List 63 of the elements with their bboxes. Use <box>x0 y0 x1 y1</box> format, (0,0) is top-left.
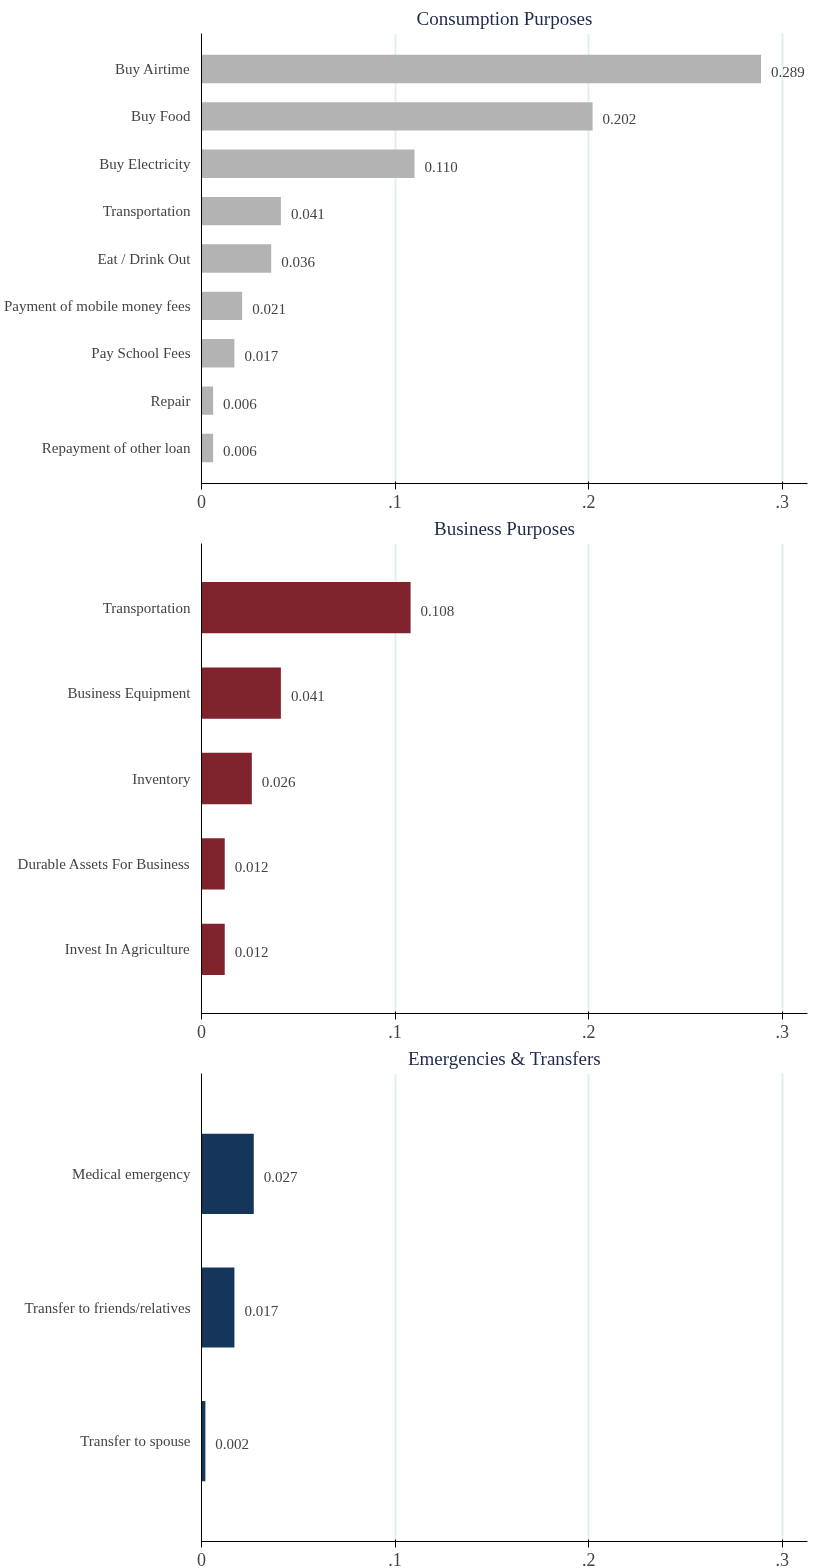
y-tick-label: Pay School Fees <box>91 345 191 362</box>
bar <box>201 54 762 84</box>
y-tick-label: Inventory <box>132 770 191 787</box>
x-tick-label: .2 <box>581 1549 596 1568</box>
data-label: 0.202 <box>602 111 637 128</box>
x-tick-label: .3 <box>775 1021 790 1042</box>
bar <box>201 433 214 463</box>
x-tick-label: .3 <box>775 491 790 512</box>
y-tick-label: Invest In Agriculture <box>64 941 191 958</box>
x-tick-label: 0 <box>197 1021 206 1042</box>
bar <box>201 291 243 321</box>
x-tick-label: 0 <box>197 491 206 512</box>
data-label: 0.110 <box>424 158 458 175</box>
bar <box>201 667 281 719</box>
y-tick-label: Buy Airtime <box>115 61 191 78</box>
data-label: 0.027 <box>263 1168 299 1185</box>
data-label: 0.108 <box>420 602 455 619</box>
bar <box>201 244 272 273</box>
chart-title: Consumption Purposes <box>416 7 593 29</box>
x-tick-label: .2 <box>581 491 596 512</box>
data-label: 0.017 <box>244 348 279 365</box>
data-label: 0.026 <box>261 773 297 790</box>
x-tick-label: 0 <box>197 1549 206 1568</box>
y-tick-label: Buy Food <box>130 108 191 125</box>
bar <box>201 838 225 890</box>
bar <box>201 923 225 976</box>
data-label: 0.036 <box>281 253 316 270</box>
y-tick-label: Payment of mobile money fees <box>3 297 191 314</box>
y-tick-label: Business Equipment <box>67 685 192 702</box>
y-tick-label: Transportation <box>102 203 191 220</box>
y-tick-label: Eat / Drink Out <box>97 250 192 267</box>
chart-title: Business Purposes <box>434 517 575 539</box>
bar <box>201 339 235 368</box>
bar <box>201 196 281 226</box>
data-label: 0.012 <box>234 858 269 875</box>
bar <box>201 149 415 178</box>
y-tick-label: Durable Assets For Business <box>17 855 190 872</box>
y-tick-label: Transportation <box>102 599 191 616</box>
data-label: 0.289 <box>771 64 805 81</box>
data-label: 0.041 <box>290 206 325 223</box>
data-label: 0.012 <box>234 944 269 961</box>
y-tick-label: Transfer to friends/relatives <box>24 1299 191 1316</box>
data-label: 0.017 <box>244 1302 279 1319</box>
data-label: 0.002 <box>215 1436 250 1453</box>
bar <box>201 386 214 415</box>
x-tick-label: .1 <box>388 1021 402 1042</box>
x-tick-label: .1 <box>388 1549 402 1568</box>
y-tick-label: Transfer to spouse <box>80 1433 191 1450</box>
chart-title: Emergencies & Transfers <box>407 1047 601 1069</box>
data-label: 0.041 <box>290 688 325 705</box>
bar <box>201 752 252 805</box>
data-label: 0.006 <box>223 395 258 412</box>
data-label: 0.006 <box>223 442 258 459</box>
data-label: 0.021 <box>252 300 286 317</box>
bar <box>201 581 411 634</box>
x-tick-label: .2 <box>581 1021 596 1042</box>
y-tick-label: Repayment of other loan <box>41 439 191 456</box>
y-tick-label: Medical emergency <box>72 1165 191 1182</box>
y-tick-label: Buy Electricity <box>99 155 191 172</box>
y-tick-label: Repair <box>150 392 191 409</box>
bar <box>201 102 593 131</box>
x-tick-label: .3 <box>775 1549 790 1568</box>
x-tick-label: .1 <box>388 491 402 512</box>
